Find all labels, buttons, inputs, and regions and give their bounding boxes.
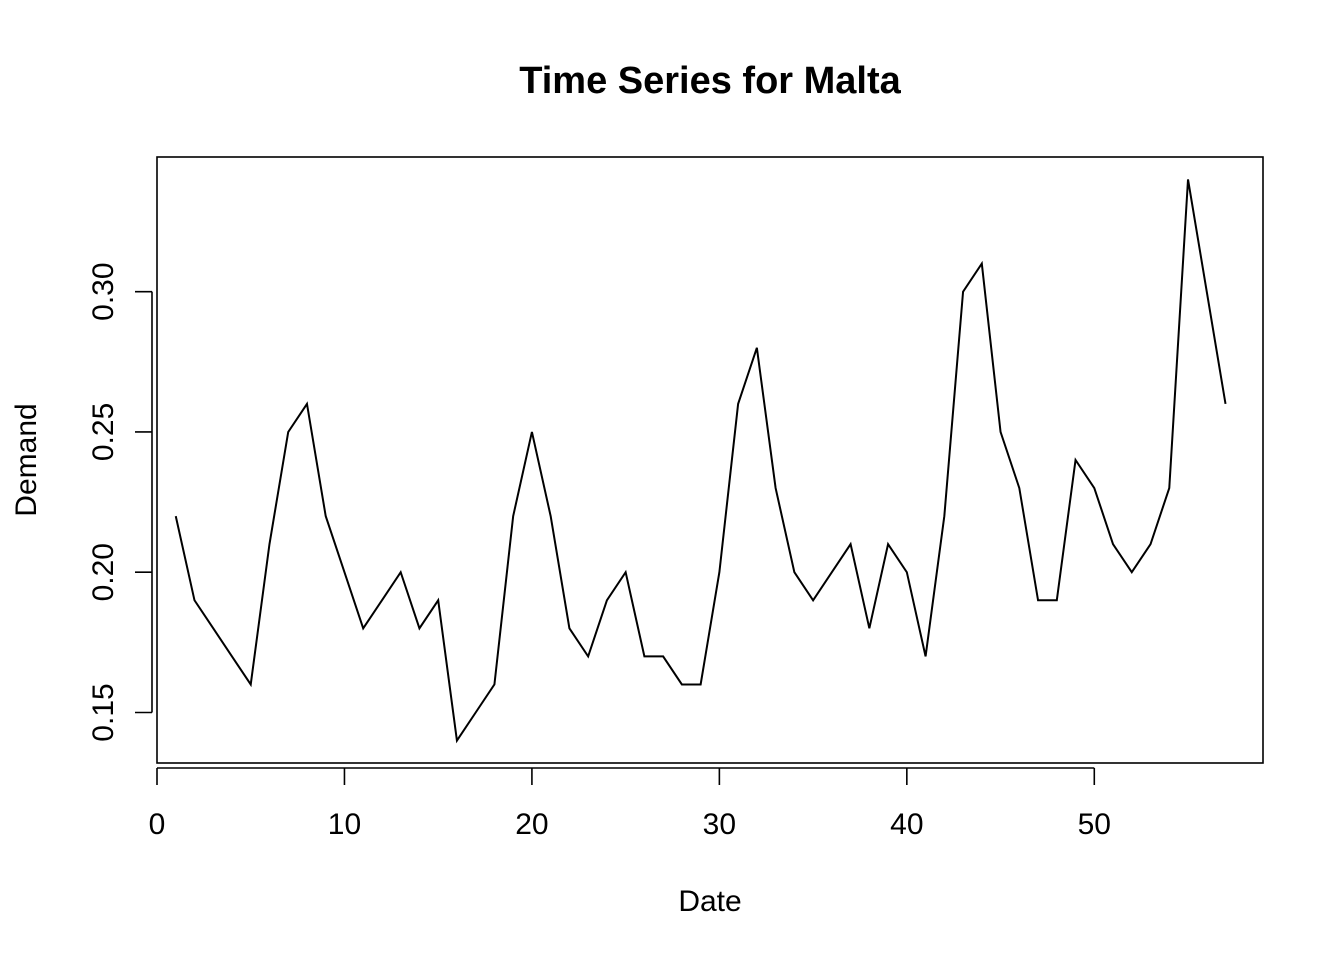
chart-title: Time Series for Malta (519, 60, 901, 102)
y-tick-label: 0.15 (87, 683, 120, 741)
x-tick-label: 10 (328, 808, 361, 841)
x-tick-label: 50 (1078, 808, 1111, 841)
y-axis-label: Demand (10, 403, 43, 516)
x-axis-label: Date (678, 885, 741, 918)
y-axis: 0.15 0.20 0.25 0.30 (87, 262, 153, 742)
x-axis: 0 10 20 30 40 50 (149, 767, 1111, 841)
x-tick-label: 30 (703, 808, 736, 841)
series-line-0 (174, 179, 1227, 744)
x-tick-label: 40 (890, 808, 923, 841)
x-tick-label: 0 (149, 808, 166, 841)
y-tick-label: 0.30 (87, 262, 120, 320)
plot-area (174, 179, 1227, 744)
y-tick-label: 0.25 (87, 403, 120, 461)
y-tick-label: 0.20 (87, 543, 120, 601)
plot-frame (156, 156, 1264, 764)
x-tick-label: 20 (515, 808, 548, 841)
